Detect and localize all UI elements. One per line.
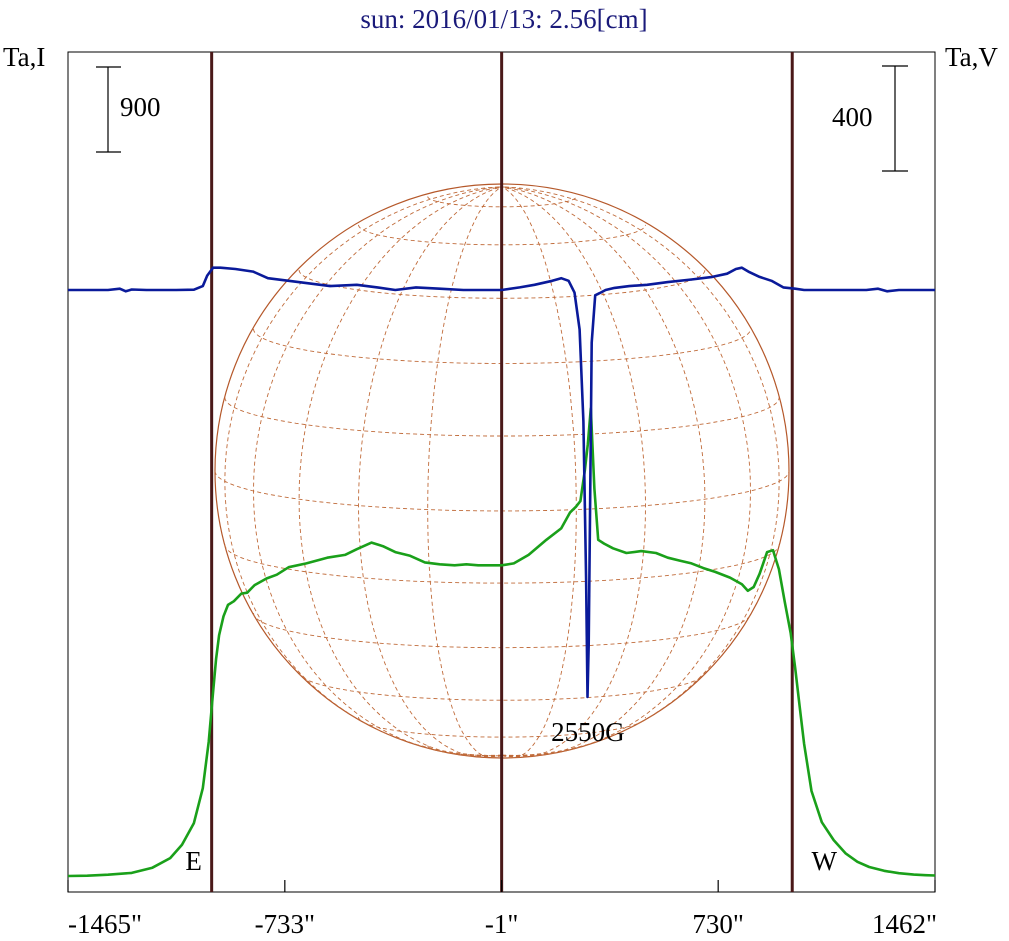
disk-longitude-line (501, 186, 577, 759)
disk-longitude-line (501, 186, 706, 758)
intensity-scale-bar: 900 (96, 66, 161, 153)
chart-title: sun: 2016/01/13: 2.56[cm] (360, 4, 647, 34)
disk-longitude-line (501, 186, 646, 758)
disk-longitude-line (298, 186, 503, 758)
intensity-scale-label: 900 (120, 92, 161, 122)
x-tick-label: -733" (255, 909, 316, 939)
x-axis-ticks: -1465" -733" -1" 730" 1462" (67, 880, 937, 939)
west-limb-label: W (811, 846, 837, 876)
intensity-series-line (67, 407, 936, 878)
x-tick-label: -1465" (68, 909, 142, 939)
polarization-series-line (68, 266, 935, 699)
disk-longitude-line (224, 186, 503, 756)
x-tick-label: -1" (485, 909, 519, 939)
disk-longitude-line (358, 186, 503, 758)
right-axis-label: Ta,V (945, 42, 998, 72)
disk-latitude-line (298, 671, 706, 701)
disk-latitude-line (224, 544, 780, 584)
limb-markers (210, 52, 794, 892)
field-strength-annotation: 2550G (551, 717, 625, 747)
disk-longitude-line (501, 186, 751, 757)
east-limb-label: E (185, 846, 202, 876)
disk-longitude-line (501, 186, 780, 756)
polarization-scale-bar: 400 (832, 65, 908, 172)
left-axis-label: Ta,I (3, 42, 45, 72)
disk-longitude-line (253, 186, 503, 757)
x-tick-label: 730" (692, 909, 744, 939)
disk-longitude-line (427, 186, 503, 759)
x-tick-label: 1462" (872, 909, 937, 939)
polarization-scale-label: 400 (832, 102, 873, 132)
